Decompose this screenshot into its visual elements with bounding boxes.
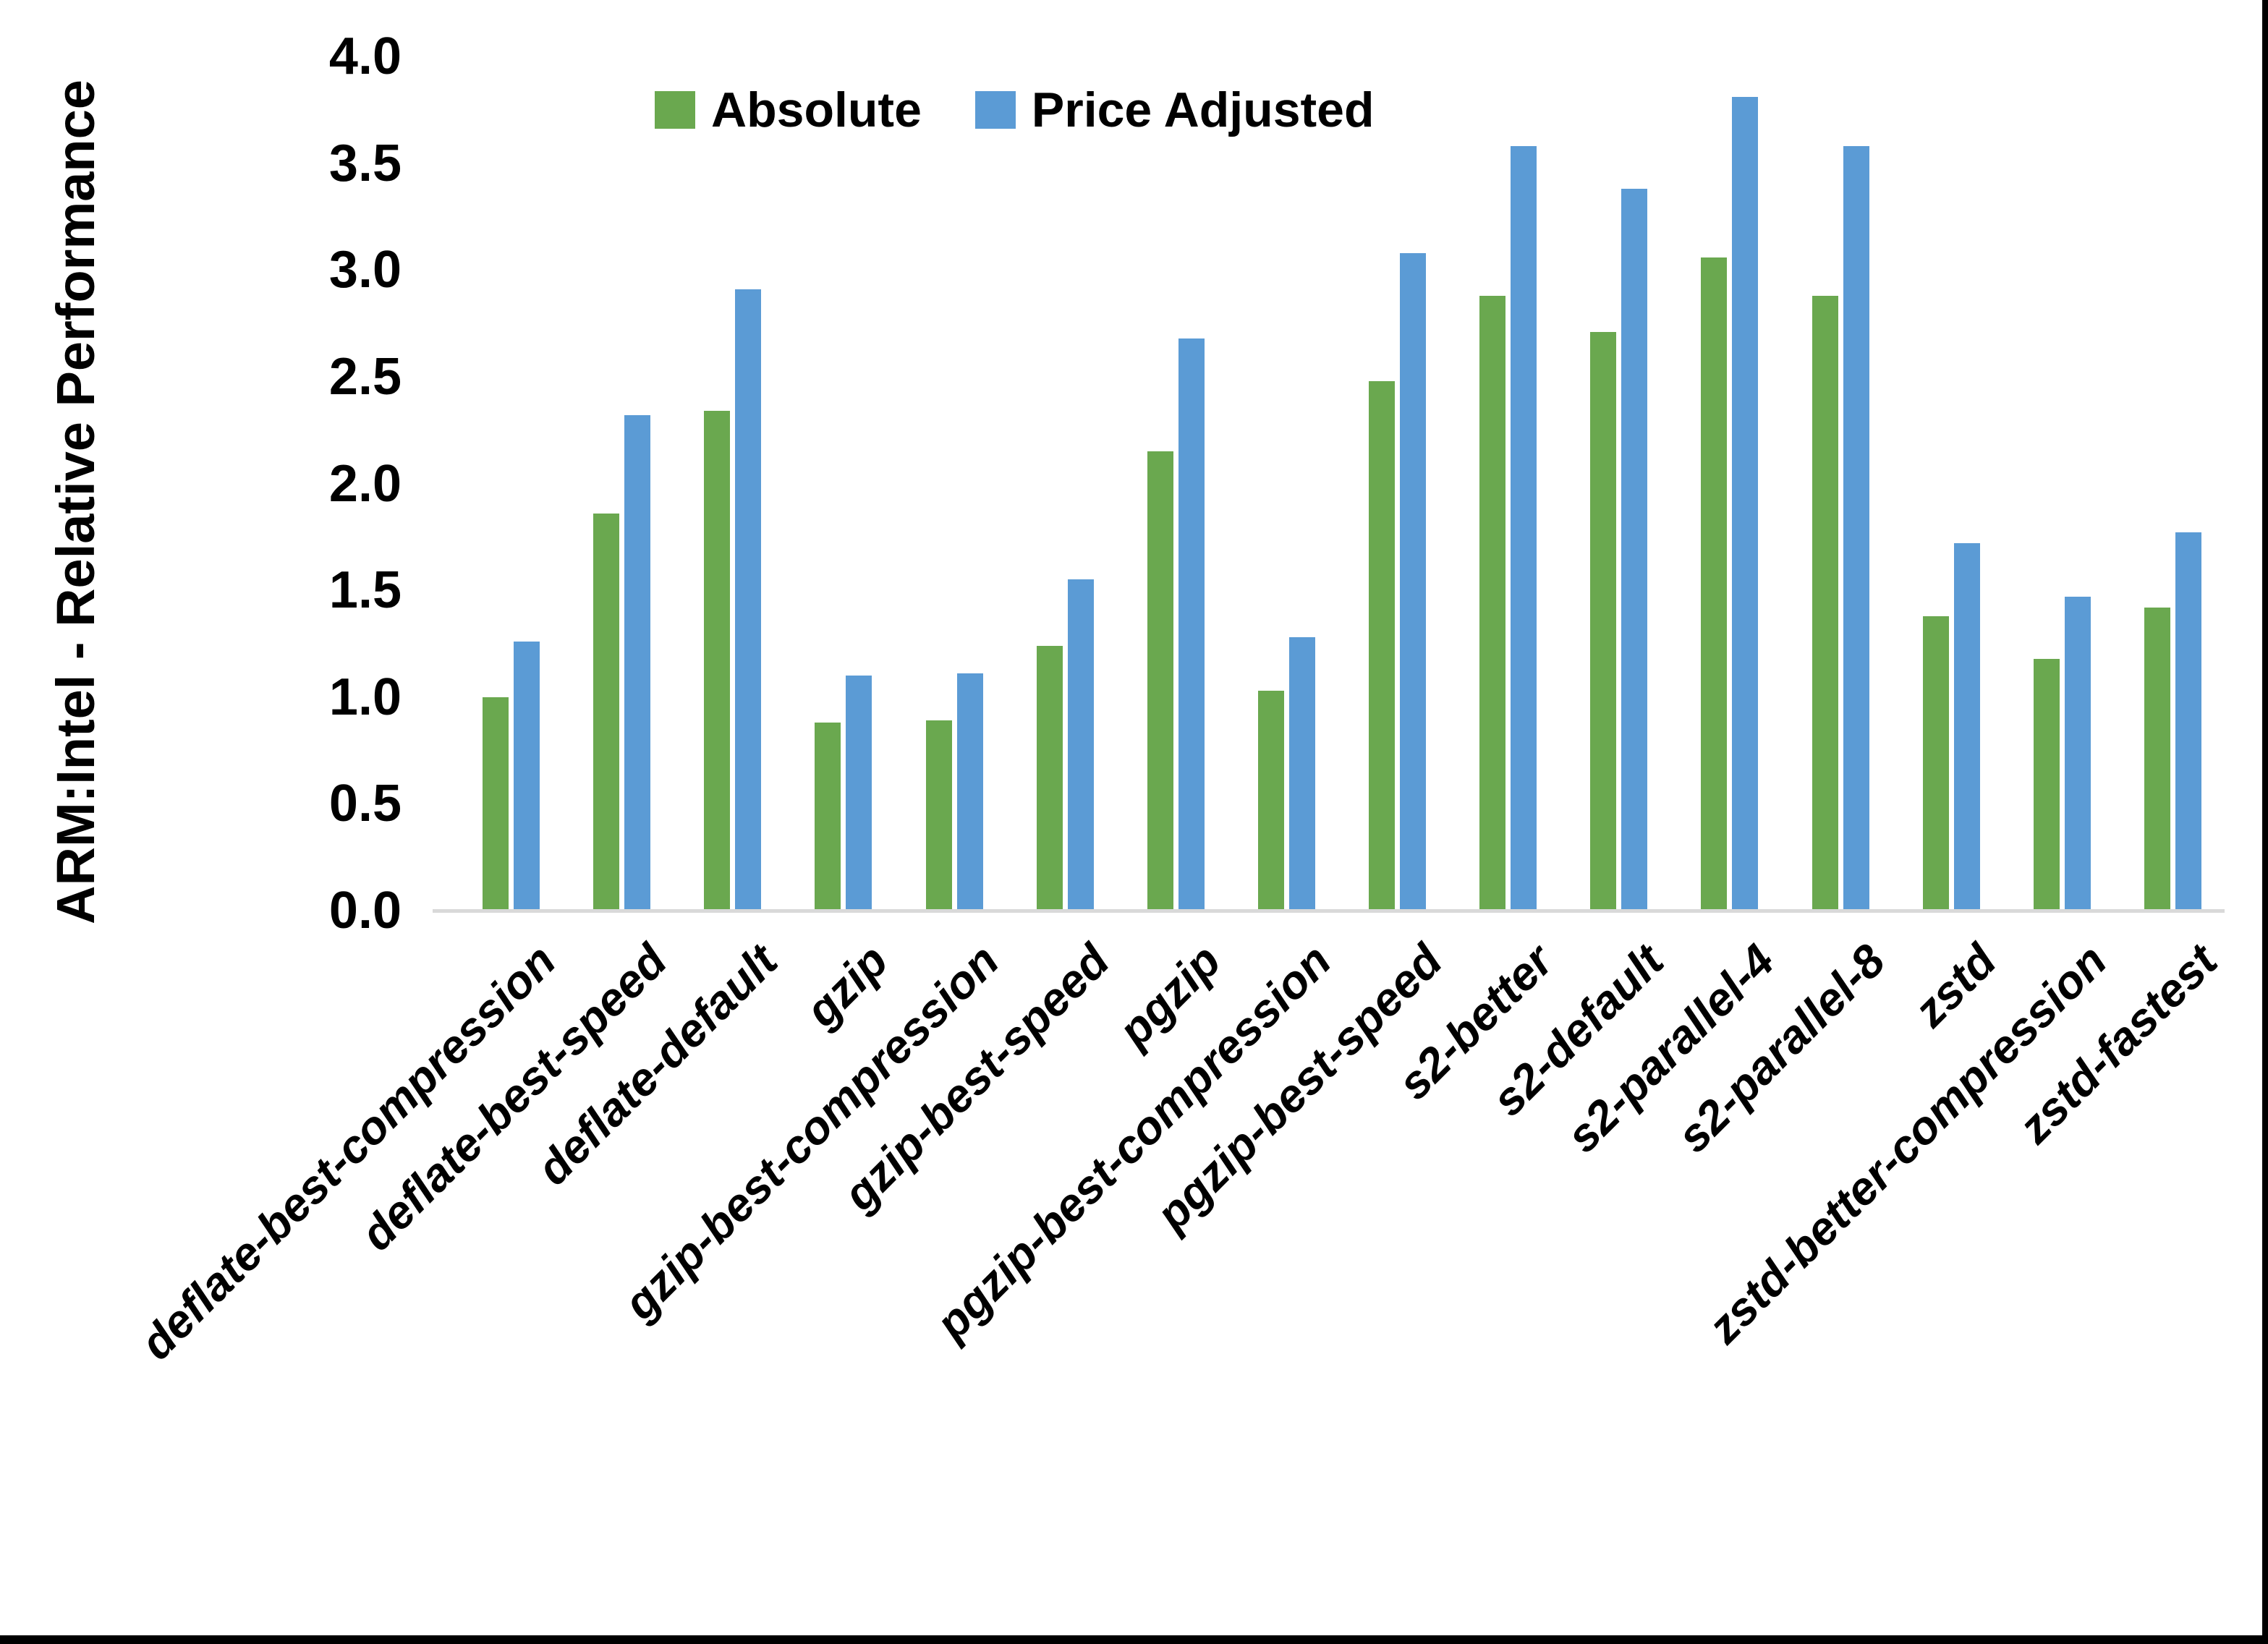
- figure-bottom-border: [0, 1635, 2268, 1644]
- bar-deflate-best-speed-price-adjusted: [624, 415, 651, 911]
- y-tick-label: 2.5: [328, 347, 402, 406]
- y-tick-label: 0.0: [328, 882, 402, 940]
- bar-gzip-best-compression-price-adjusted: [956, 673, 983, 911]
- x-category-label-zstd: zstd: [1903, 934, 2006, 1037]
- bar-deflate-best-speed-absolute: [593, 513, 620, 911]
- bar-gzip-best-compression-absolute: [925, 720, 952, 911]
- bar-gzip-price-adjusted: [846, 676, 872, 911]
- bar-pgzip-best-compression-absolute: [1257, 690, 1284, 911]
- bar-zstd-fastest-price-adjusted: [2175, 532, 2201, 911]
- legend-item-absolute: Absolute: [655, 85, 922, 135]
- bar-pgzip-best-compression-price-adjusted: [1288, 637, 1315, 911]
- bar-s2-parallel-4-absolute: [1701, 257, 1728, 911]
- x-category-label-deflate-best-compression: deflate-best-compression: [130, 934, 566, 1370]
- legend-label-price-adjusted: Price Adjusted: [1031, 82, 1375, 137]
- y-tick-label: 1.0: [328, 668, 402, 726]
- bar-s2-default-absolute: [1590, 331, 1617, 911]
- bar-pgzip-price-adjusted: [1178, 338, 1205, 911]
- bar-pgzip-best-speed-absolute: [1369, 380, 1395, 911]
- x-axis-line: [433, 909, 2225, 913]
- bar-s2-default-price-adjusted: [1621, 189, 1648, 911]
- bar-deflate-default-price-adjusted: [735, 289, 762, 911]
- y-tick-label: 0.5: [328, 775, 402, 833]
- y-tick-label: 2.0: [328, 454, 402, 513]
- bar-pgzip-absolute: [1147, 451, 1173, 911]
- bar-zstd-fastest-absolute: [2144, 607, 2170, 911]
- y-tick-label: 3.0: [328, 241, 402, 299]
- bar-deflate-best-compression-price-adjusted: [514, 641, 540, 911]
- y-tick-label: 4.0: [328, 27, 402, 85]
- bar-zstd-absolute: [1922, 616, 1949, 911]
- bar-gzip-best-speed-absolute: [1036, 645, 1063, 911]
- bar-gzip-best-speed-price-adjusted: [1067, 579, 1094, 911]
- bar-s2-better-price-adjusted: [1511, 146, 1537, 911]
- y-tick-label: 3.5: [328, 134, 402, 192]
- legend: Absolute Price Adjusted: [655, 85, 1375, 135]
- legend-label-absolute: Absolute: [711, 82, 922, 137]
- bar-s2-parallel-8-absolute: [1812, 295, 1838, 911]
- figure-right-border: [2262, 0, 2268, 1644]
- bar-s2-better-absolute: [1479, 295, 1506, 911]
- y-tick-label: 1.5: [328, 561, 402, 620]
- bar-zstd-better-compression-price-adjusted: [2064, 596, 2091, 911]
- bar-s2-parallel-4-price-adjusted: [1732, 97, 1759, 911]
- legend-swatch-absolute-icon: [655, 91, 695, 129]
- x-category-label-gzip: gzip: [795, 934, 899, 1037]
- bar-pgzip-best-speed-price-adjusted: [1400, 252, 1426, 911]
- legend-item-price-adjusted: Price Adjusted: [974, 82, 1375, 137]
- bar-zstd-better-compression-absolute: [2033, 658, 2060, 911]
- bar-deflate-default-absolute: [704, 411, 731, 911]
- y-axis-title: ARM:Intel - Relative Performance: [46, 80, 106, 924]
- bar-zstd-price-adjusted: [1953, 543, 1980, 911]
- bar-s2-parallel-8-price-adjusted: [1843, 146, 1869, 911]
- legend-swatch-price-adjusted-icon: [974, 91, 1016, 129]
- bar-deflate-best-compression-absolute: [483, 697, 509, 911]
- bar-gzip-absolute: [815, 723, 841, 911]
